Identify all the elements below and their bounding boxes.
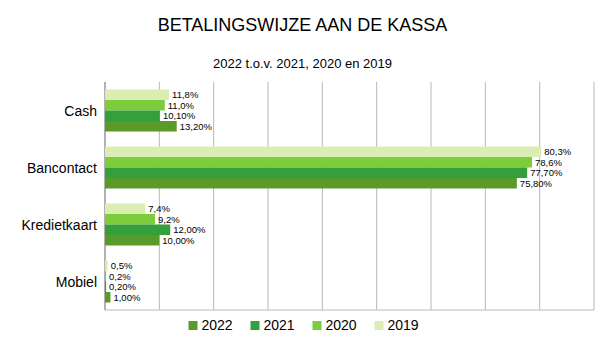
legend-swatch <box>375 321 384 330</box>
legend-label: 2022 <box>202 317 233 333</box>
legend-swatch <box>189 321 198 330</box>
bar <box>105 178 517 189</box>
grid-line <box>268 82 269 310</box>
bar <box>105 261 108 272</box>
category-label: Cash <box>64 103 97 119</box>
bars <box>105 90 541 303</box>
data-label: 10,00% <box>162 235 195 246</box>
bar <box>105 90 169 101</box>
bar <box>105 147 541 158</box>
data-label: 78,6% <box>535 157 562 168</box>
data-labels: 11,8%11,0%10,10%13,20% 80,3%78,6%77,70%75… <box>109 89 572 303</box>
bar <box>105 225 170 236</box>
legend-swatch <box>251 321 260 330</box>
bar <box>105 282 106 293</box>
grid-line <box>431 82 432 310</box>
x-axis <box>105 310 594 311</box>
data-label: 0,5% <box>111 260 133 271</box>
data-label: 0,20% <box>109 281 136 292</box>
data-label: 12,00% <box>173 224 206 235</box>
title: BETALINGSWIJZE AAN DE KASSA <box>158 15 448 35</box>
data-label: 7,4% <box>148 203 170 214</box>
bar <box>105 121 177 132</box>
bar <box>105 292 110 303</box>
bar <box>105 214 155 225</box>
bar <box>105 168 527 179</box>
grid-line <box>539 82 540 310</box>
grid-line <box>594 82 595 310</box>
data-label: 9,2% <box>158 214 180 225</box>
data-label: 80,3% <box>544 146 571 157</box>
legend-label: 2020 <box>326 317 357 333</box>
data-label: 11,8% <box>172 89 199 100</box>
legend: 2022 2021 2020 2019 <box>189 317 419 333</box>
bar <box>105 111 160 122</box>
grid-line <box>322 82 323 310</box>
data-label: 1,00% <box>113 292 140 303</box>
chart: BETALINGSWIJZE AAN DE KASSA 2022 t.o.v. 2… <box>0 0 605 340</box>
grid-line <box>213 82 214 310</box>
legend-label: 2021 <box>264 317 295 333</box>
grid-line <box>376 82 377 310</box>
category-label: Mobiel <box>56 274 97 290</box>
bar <box>105 204 145 215</box>
data-label: 10,10% <box>163 110 196 121</box>
data-label: 11,0% <box>168 100 195 111</box>
bar <box>105 235 159 246</box>
data-label: 77,70% <box>530 167 563 178</box>
category-label: Kredietkaart <box>22 217 98 233</box>
category-label: Bancontact <box>27 160 97 176</box>
legend-swatch <box>313 321 322 330</box>
data-label: 13,20% <box>180 121 213 132</box>
subtitle: 2022 t.o.v. 2021, 2020 en 2019 <box>213 56 392 71</box>
grid-line <box>485 82 486 310</box>
bar <box>105 100 165 111</box>
data-label: 0,2% <box>109 271 131 282</box>
data-label: 75,80% <box>520 178 553 189</box>
legend-label: 2019 <box>388 317 419 333</box>
bar <box>105 271 106 282</box>
bar <box>105 157 532 168</box>
